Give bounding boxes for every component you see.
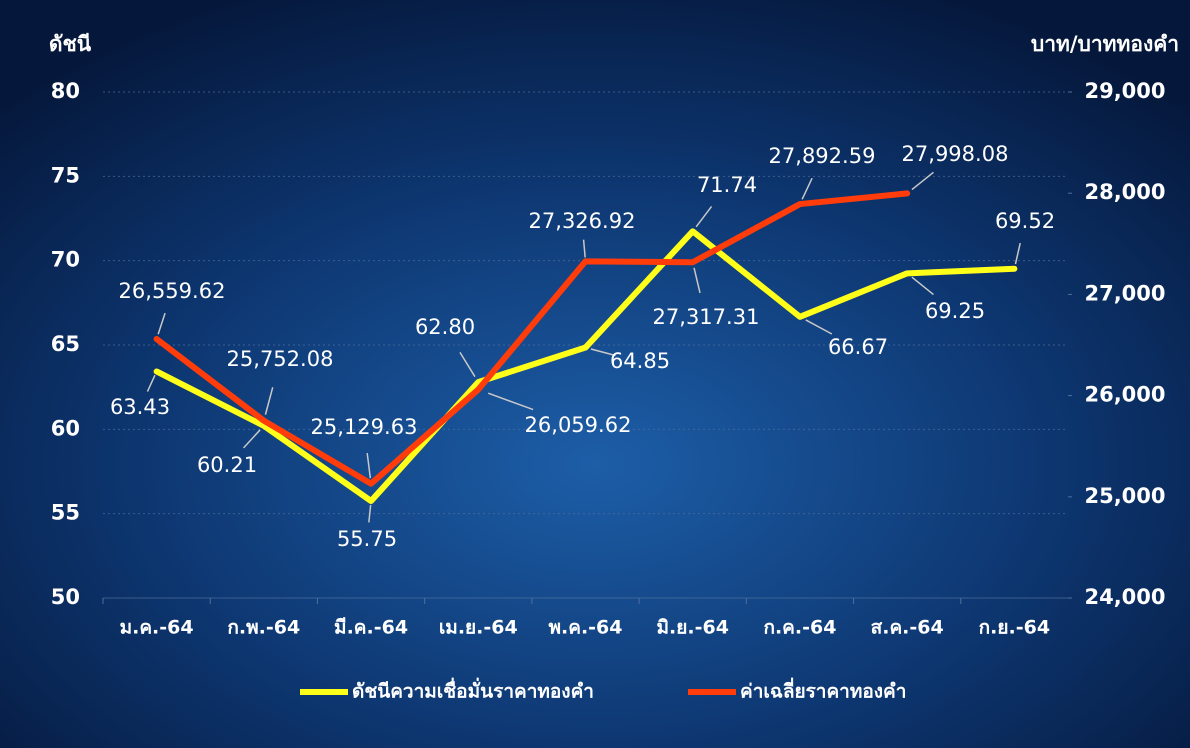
y2-tick-label: 26,000 bbox=[1084, 383, 1165, 407]
x-tick-label: เม.ย.-64 bbox=[439, 617, 518, 639]
y2-tick-label: 28,000 bbox=[1084, 180, 1165, 204]
data-label: 26,059.62 bbox=[525, 413, 632, 437]
x-tick-label: ก.ค.-64 bbox=[763, 617, 836, 639]
data-label: 69.52 bbox=[995, 209, 1055, 233]
leader-line bbox=[695, 205, 713, 228]
leader-line bbox=[805, 319, 833, 335]
data-label: 55.75 bbox=[337, 527, 397, 551]
leader-line bbox=[243, 429, 261, 449]
y2-tick-label: 24,000 bbox=[1084, 585, 1165, 609]
legend-label: ดัชนีความเชื่อมั่นราคาทองคำ bbox=[352, 678, 594, 703]
data-label: 26,559.62 bbox=[119, 279, 226, 303]
y2-axis-title: บาท/บาททองคำ bbox=[1031, 32, 1179, 56]
leader-line bbox=[801, 177, 813, 200]
leader-line bbox=[366, 452, 372, 479]
y2-tick-label: 27,000 bbox=[1084, 281, 1165, 305]
y-axis-title: ดัชนี bbox=[49, 32, 92, 56]
series-line bbox=[153, 190, 911, 487]
data-label: 64.85 bbox=[610, 349, 670, 373]
x-tick-label: ก.ย.-64 bbox=[979, 617, 1050, 639]
leader-line bbox=[911, 276, 934, 296]
leader-line bbox=[1014, 242, 1021, 265]
legend-label: ค่าเฉลี่ยราคาทองคำ bbox=[740, 678, 906, 703]
y2-tick-label: 25,000 bbox=[1084, 484, 1165, 508]
data-label: 27,317.31 bbox=[653, 305, 760, 329]
data-label: 27,326.92 bbox=[529, 209, 636, 233]
data-label: 63.43 bbox=[110, 395, 170, 419]
x-tick-label: มี.ค.-64 bbox=[334, 617, 408, 639]
data-label: 66.67 bbox=[828, 335, 888, 359]
leader-line bbox=[368, 504, 372, 523]
leader-line bbox=[264, 387, 274, 415]
x-tick-label: ก.พ.-64 bbox=[227, 617, 300, 639]
data-label: 25,129.63 bbox=[311, 415, 418, 439]
leader-line bbox=[911, 171, 934, 191]
leader-line bbox=[157, 312, 166, 335]
y-tick-label: 70 bbox=[51, 248, 80, 272]
series-line bbox=[153, 228, 1018, 505]
y-tick-label: 55 bbox=[51, 501, 80, 525]
y-tick-label: 60 bbox=[51, 416, 80, 440]
leader-line bbox=[459, 351, 476, 378]
data-label: 69.25 bbox=[925, 299, 985, 323]
leader-line bbox=[146, 374, 156, 392]
x-tick-label: ส.ค.-64 bbox=[871, 617, 944, 639]
data-label: 60.21 bbox=[197, 453, 257, 477]
data-label: 27,998.08 bbox=[902, 142, 1009, 166]
data-label: 71.74 bbox=[697, 173, 757, 197]
leader-line bbox=[693, 267, 701, 294]
data-label: 25,752.08 bbox=[227, 347, 334, 371]
data-label: 62.80 bbox=[415, 315, 475, 339]
leader-line bbox=[590, 348, 616, 357]
y-tick-label: 80 bbox=[51, 79, 80, 103]
leader-line bbox=[487, 392, 534, 411]
y2-tick-label: 29,000 bbox=[1084, 79, 1165, 103]
y-tick-label: 65 bbox=[51, 332, 80, 356]
x-tick-label: ม.ค.-64 bbox=[120, 617, 194, 639]
x-tick-label: มิ.ย.-64 bbox=[657, 617, 729, 639]
y-tick-label: 75 bbox=[51, 163, 80, 187]
data-label: 27,892.59 bbox=[769, 144, 876, 168]
x-tick-label: พ.ค.-64 bbox=[549, 617, 623, 639]
y-tick-label: 50 bbox=[51, 585, 80, 609]
leader-line bbox=[582, 239, 586, 258]
